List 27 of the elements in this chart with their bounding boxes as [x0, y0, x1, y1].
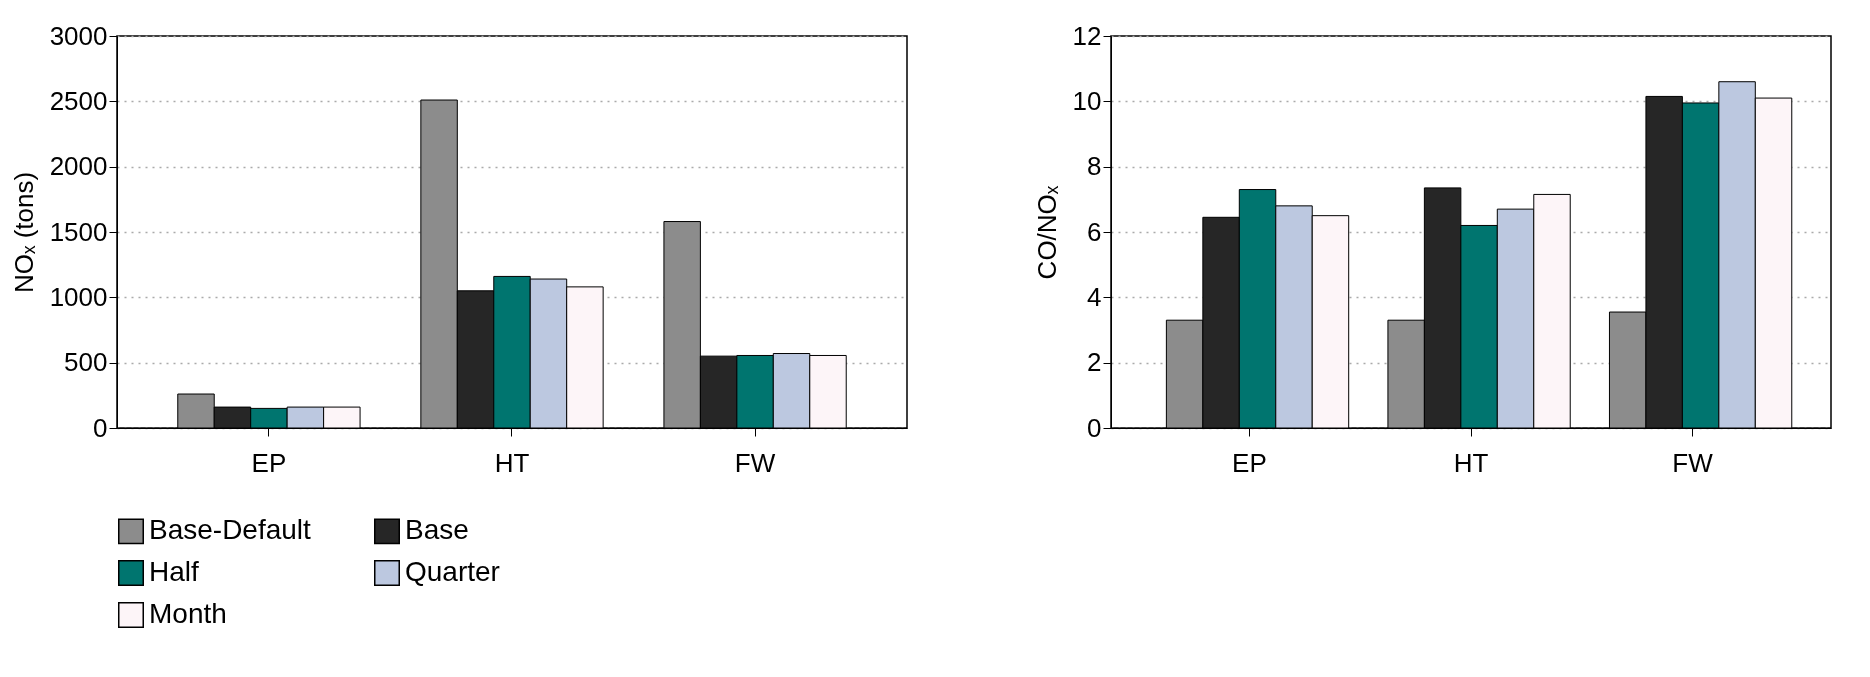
x-tick-label: EP	[1232, 447, 1267, 478]
y-tick-label: 0	[93, 412, 108, 443]
y-tick-label: 6	[1087, 216, 1102, 247]
y-tick-label: 2000	[49, 151, 108, 182]
legend-label: Quarter	[405, 556, 500, 587]
y-tick-label: 2500	[49, 85, 108, 116]
legend-label: Base	[405, 514, 469, 546]
y-axis-title: NOₓ (tons)	[8, 171, 39, 294]
y-tick-label: 1500	[49, 216, 108, 247]
x-tick-label: FW	[1672, 447, 1714, 478]
y-tick-label: 1000	[49, 281, 108, 312]
y-axis-title: CO/NOₓ	[1031, 185, 1062, 280]
y-tick-label: 2	[1087, 347, 1102, 378]
legend-label: Half	[149, 556, 200, 587]
y-tick-label: 0	[1087, 412, 1102, 443]
legend-label: Base-Default	[149, 514, 312, 546]
y-tick-label: 10	[1072, 85, 1102, 116]
y-tick-label: 4	[1087, 281, 1102, 312]
y-tick-label: 500	[64, 347, 108, 378]
x-tick-label: EP	[251, 447, 287, 478]
y-tick-label: 12	[1072, 20, 1102, 51]
x-tick-label: HT	[494, 447, 530, 478]
x-tick-label: FW	[734, 447, 776, 478]
x-tick-label: HT	[1453, 447, 1489, 478]
legend-label: Month	[149, 598, 227, 629]
y-tick-label: 3000	[49, 20, 108, 51]
y-tick-label: 8	[1087, 151, 1102, 182]
